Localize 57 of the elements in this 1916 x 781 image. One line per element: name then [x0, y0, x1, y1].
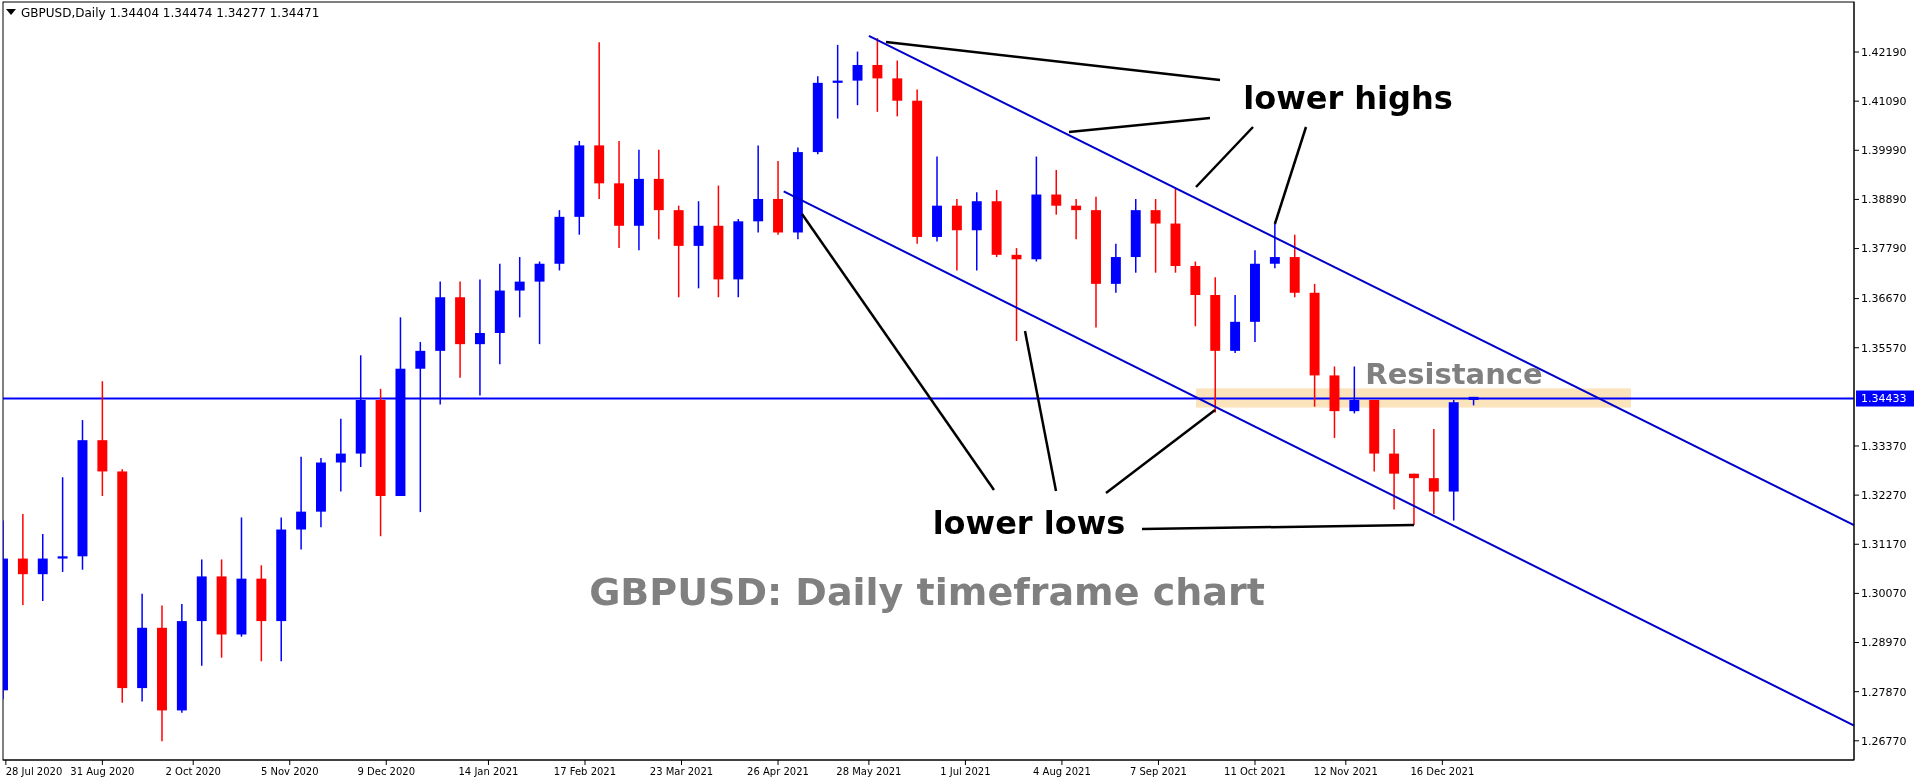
x-tick-label: 16 Dec 2021	[1410, 766, 1475, 777]
y-tick-label: 1.42190	[1861, 45, 1907, 59]
x-tick-label: 28 May 2021	[836, 766, 902, 777]
candlestick	[1389, 428, 1400, 511]
annotation: lower lows	[932, 504, 1126, 542]
ref-line-label: 1.34433	[1861, 392, 1907, 406]
y-tick-label: 1.36670	[1861, 292, 1907, 306]
y-tick-label: 1.41090	[1861, 95, 1907, 109]
candlestick	[1428, 428, 1439, 515]
x-tick-label: 28 Jul 2020	[5, 766, 63, 777]
y-tick-label: 1.35570	[1861, 341, 1907, 355]
y-tick-label: 1.39990	[1861, 144, 1907, 158]
candlestick	[514, 256, 525, 319]
x-tick-label: 14 Jan 2021	[458, 766, 519, 777]
y-tick-label: 1.31170	[1861, 538, 1907, 552]
x-tick-label: 7 Sep 2021	[1129, 766, 1187, 777]
chart-subtitle: GBPUSD,Daily 1.34404 1.34474 1.34277 1.34471	[21, 6, 320, 20]
candlestick	[17, 513, 28, 606]
y-tick-label: 1.30070	[1861, 587, 1907, 601]
candlestick	[296, 455, 307, 551]
x-tick-label: 23 Mar 2021	[649, 766, 714, 777]
y-tick-label: 1.28970	[1861, 636, 1907, 650]
candlestick	[892, 59, 903, 118]
candlestick	[753, 144, 764, 234]
candlestick	[57, 476, 68, 573]
candlestick	[872, 37, 883, 113]
x-tick-label: 2 Oct 2020	[165, 766, 221, 777]
y-tick-label: 1.38890	[1861, 193, 1907, 207]
candlestick	[1408, 472, 1419, 526]
candlestick	[1150, 198, 1161, 274]
x-tick-label: 12 Nov 2021	[1313, 766, 1378, 777]
candlestick	[474, 278, 485, 397]
annotation: Resistance	[1365, 357, 1543, 391]
candlestick	[335, 417, 346, 493]
text: GBPUSD: Daily timeframe chart	[589, 570, 1265, 614]
annotation: lower highs	[1243, 79, 1453, 117]
candlestick	[832, 44, 843, 120]
y-tick-label: 1.37790	[1861, 242, 1907, 256]
candlestick	[1269, 223, 1280, 269]
candlestick	[693, 200, 704, 290]
y-tick-label: 1.32270	[1861, 488, 1907, 502]
x-tick-label: 11 Oct 2021	[1224, 766, 1286, 777]
y-tick-label: 1.26770	[1861, 734, 1907, 748]
y-tick-label: 1.33370	[1861, 439, 1907, 453]
candlestick	[37, 533, 48, 602]
y-tick-label: 1.27870	[1861, 685, 1907, 699]
x-tick-label: 5 Nov 2020	[260, 766, 319, 777]
x-tick-label: 17 Feb 2021	[553, 766, 617, 777]
x-tick-label: 4 Aug 2021	[1033, 766, 1091, 777]
candlestick	[852, 50, 863, 106]
x-tick-label: 1 Jul 2021	[940, 766, 991, 777]
candlestick	[1071, 198, 1082, 240]
x-tick-label: 31 Aug 2020	[70, 766, 135, 777]
candlestick	[534, 260, 545, 345]
x-tick-label: 26 Apr 2021	[747, 766, 809, 777]
x-tick-label: 9 Dec 2020	[357, 766, 416, 777]
candlestick	[1051, 169, 1062, 216]
